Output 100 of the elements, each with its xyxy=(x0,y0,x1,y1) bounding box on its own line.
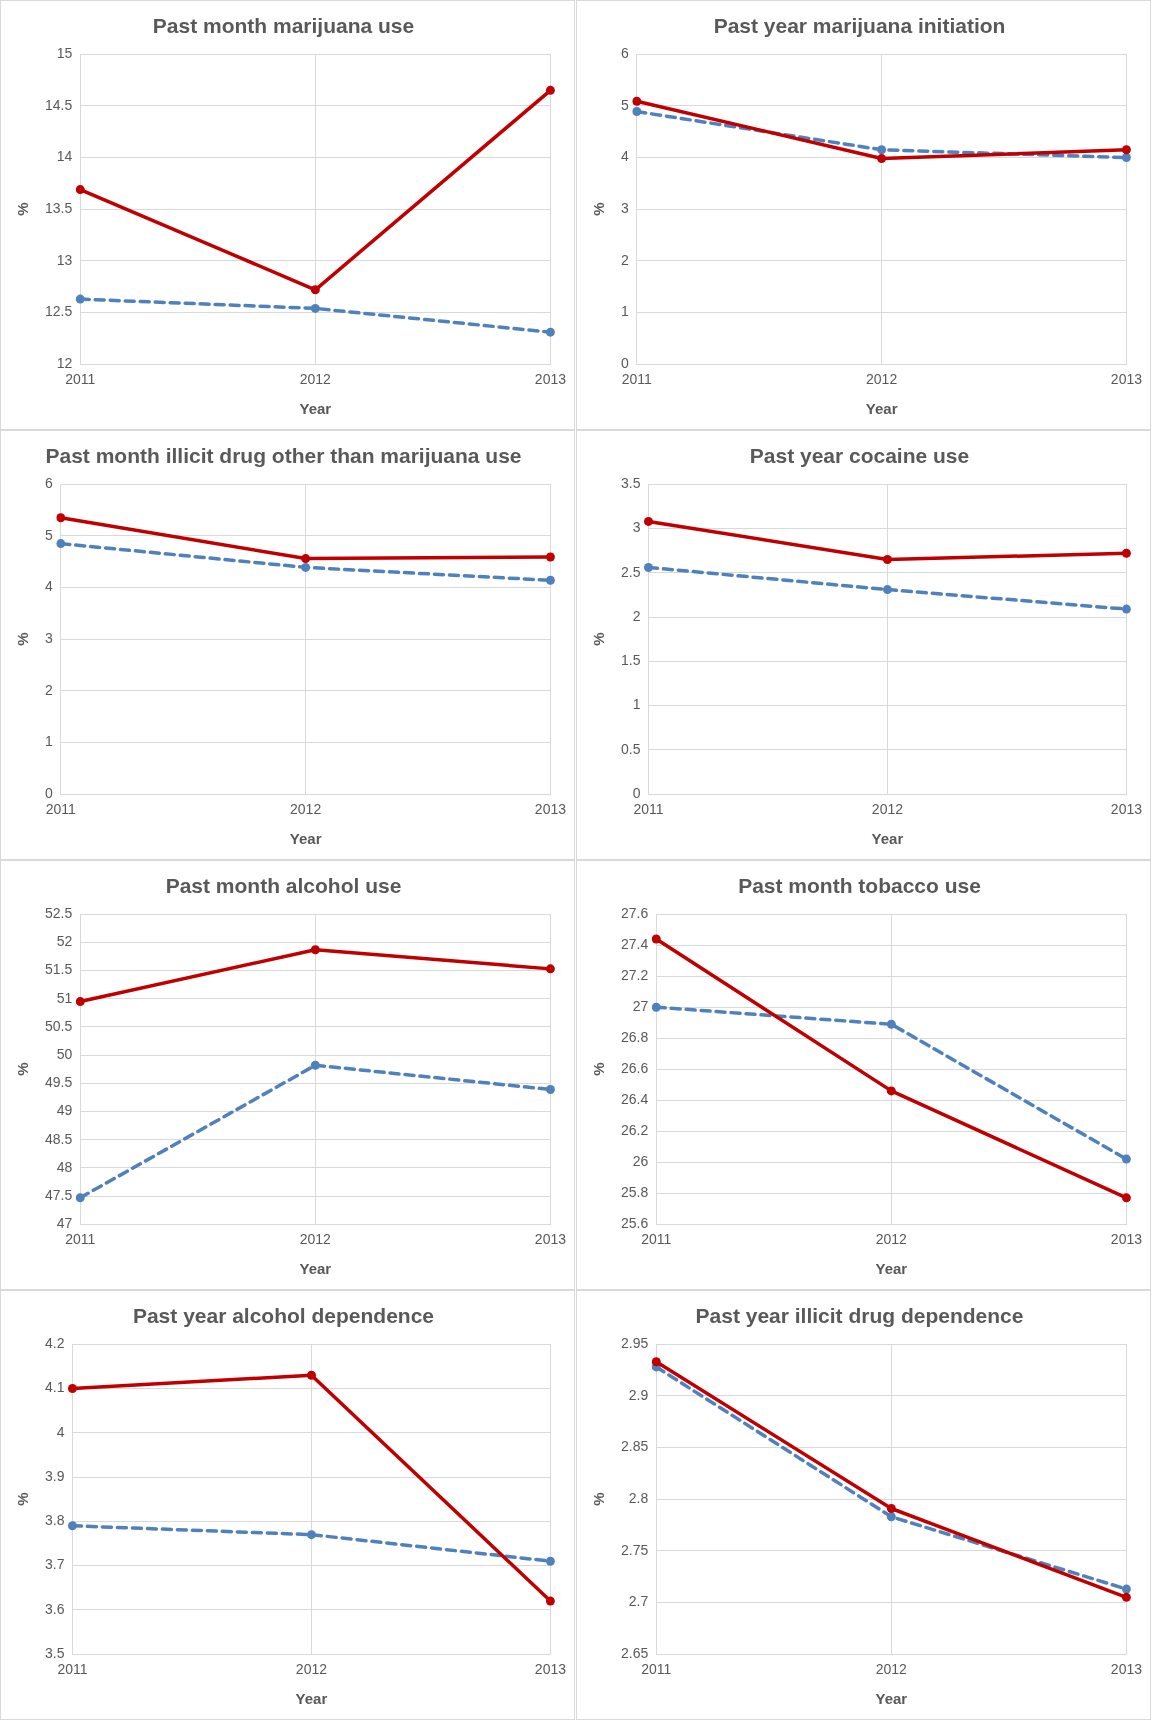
x-tick-label: 2012 xyxy=(866,371,898,388)
point xyxy=(882,585,892,595)
x-axis-title: Year xyxy=(299,1260,332,1278)
x-tick-label: 2012 xyxy=(295,1661,328,1678)
y-tick-label: 48 xyxy=(56,1158,73,1175)
y-tick-label: 2 xyxy=(632,607,641,624)
point xyxy=(886,1504,896,1513)
point xyxy=(56,539,66,549)
point xyxy=(301,554,311,564)
y-tick-label: 3.8 xyxy=(44,1512,65,1529)
y-tick-label: 3.5 xyxy=(44,1645,65,1662)
x-tick-label: 2011 xyxy=(633,801,664,818)
y-tick-label: 26.6 xyxy=(621,1060,649,1077)
chart-title: Past month tobacco use xyxy=(738,874,981,898)
y-tick-label: 50 xyxy=(56,1045,73,1062)
point xyxy=(67,1383,77,1393)
point xyxy=(75,185,85,195)
y-tick-label: 15 xyxy=(56,45,73,62)
point xyxy=(306,1530,316,1540)
point xyxy=(306,1370,316,1380)
y-tick-label: 26.4 xyxy=(621,1091,649,1108)
point xyxy=(651,934,661,944)
point xyxy=(632,96,642,106)
y-tick-label: 52 xyxy=(56,933,73,950)
y-tick-label: 27.2 xyxy=(621,967,649,984)
chart-title: Past year illicit drug dependence xyxy=(695,1304,1024,1328)
x-tick-label: 2012 xyxy=(875,1231,908,1248)
point xyxy=(651,1357,661,1367)
y-tick-label: 3.7 xyxy=(44,1556,65,1573)
y-tick-label: 25.6 xyxy=(621,1215,649,1232)
chart-title: Past year cocaine use xyxy=(749,444,970,468)
x-tick-label: 2013 xyxy=(534,801,567,818)
y-tick-label: 2.75 xyxy=(621,1541,649,1558)
point xyxy=(545,964,555,974)
y-tick-label: 48.5 xyxy=(45,1130,73,1147)
y-tick-label: 14.5 xyxy=(45,96,73,113)
y-tick-label: 51.5 xyxy=(45,961,73,978)
y-tick-label: 2.8 xyxy=(628,1490,649,1507)
point xyxy=(545,1084,555,1094)
x-tick-label: 2011 xyxy=(641,1231,672,1248)
point xyxy=(877,154,887,164)
y-tick-label: 3 xyxy=(632,519,641,536)
y-tick-label: 52.5 xyxy=(45,905,73,922)
y-tick-label: 0 xyxy=(44,785,53,802)
y-tick-label: 2.9 xyxy=(628,1386,649,1403)
y-tick-label: 49 xyxy=(56,1102,73,1119)
point xyxy=(1121,145,1131,155)
y-axis-title: % xyxy=(590,1062,608,1076)
y-tick-label: 2.95 xyxy=(621,1335,649,1352)
y-tick-label: 0 xyxy=(620,355,629,372)
chart-title: Past month marijuana use xyxy=(152,14,415,38)
y-tick-label: 2 xyxy=(620,251,629,268)
point xyxy=(1121,548,1131,558)
y-tick-label: 0.5 xyxy=(620,740,641,757)
y-tick-label: 1 xyxy=(632,696,641,713)
y-tick-label: 26 xyxy=(632,1153,649,1170)
x-tick-label: 2013 xyxy=(1110,1661,1143,1678)
y-axis-title: % xyxy=(590,202,608,216)
point xyxy=(651,1002,661,1012)
y-axis-title: % xyxy=(14,1492,32,1506)
x-tick-label: 2013 xyxy=(534,371,567,388)
x-axis-title: Year xyxy=(299,400,332,418)
y-tick-label: 0 xyxy=(632,785,641,802)
y-tick-label: 5 xyxy=(620,96,629,113)
y-tick-label: 4 xyxy=(56,1423,65,1440)
y-tick-label: 2.85 xyxy=(621,1438,649,1455)
x-tick-label: 2011 xyxy=(45,801,77,818)
y-tick-label: 4 xyxy=(44,578,53,595)
y-axis-title: % xyxy=(14,202,32,216)
y-axis-title: % xyxy=(590,632,608,646)
x-axis-title: Year xyxy=(871,830,904,848)
point xyxy=(545,1556,555,1566)
y-tick-label: 1 xyxy=(44,733,53,750)
x-tick-label: 2012 xyxy=(875,1661,908,1678)
point xyxy=(886,1019,896,1029)
y-tick-label: 49.5 xyxy=(45,1074,73,1091)
y-tick-label: 4 xyxy=(620,148,629,165)
point xyxy=(75,997,85,1007)
point xyxy=(882,554,892,564)
chart-title: Past year marijuana initiation xyxy=(713,14,1006,38)
x-tick-label: 2013 xyxy=(1110,801,1143,818)
y-tick-label: 12.5 xyxy=(45,303,73,320)
x-tick-label: 2012 xyxy=(871,801,904,818)
y-tick-label: 26.2 xyxy=(621,1122,649,1139)
y-tick-label: 27.6 xyxy=(621,905,649,922)
y-tick-label: 3.5 xyxy=(620,475,641,492)
y-tick-label: 13.5 xyxy=(45,200,73,217)
chart-title: Past year alcohol dependence xyxy=(132,1304,435,1328)
point xyxy=(886,1512,896,1522)
x-tick-label: 2011 xyxy=(57,1661,88,1678)
x-axis-title: Year xyxy=(289,830,322,848)
y-tick-label: 1 xyxy=(620,303,629,320)
y-tick-label: 4.1 xyxy=(44,1379,65,1396)
y-tick-label: 50.5 xyxy=(45,1017,73,1034)
x-axis-title: Year xyxy=(875,1690,908,1708)
y-tick-label: 12 xyxy=(56,355,73,372)
x-tick-label: 2012 xyxy=(290,801,322,818)
y-tick-label: 4.2 xyxy=(44,1335,65,1352)
y-tick-label: 25.8 xyxy=(621,1184,649,1201)
y-tick-label: 47.5 xyxy=(45,1186,73,1203)
